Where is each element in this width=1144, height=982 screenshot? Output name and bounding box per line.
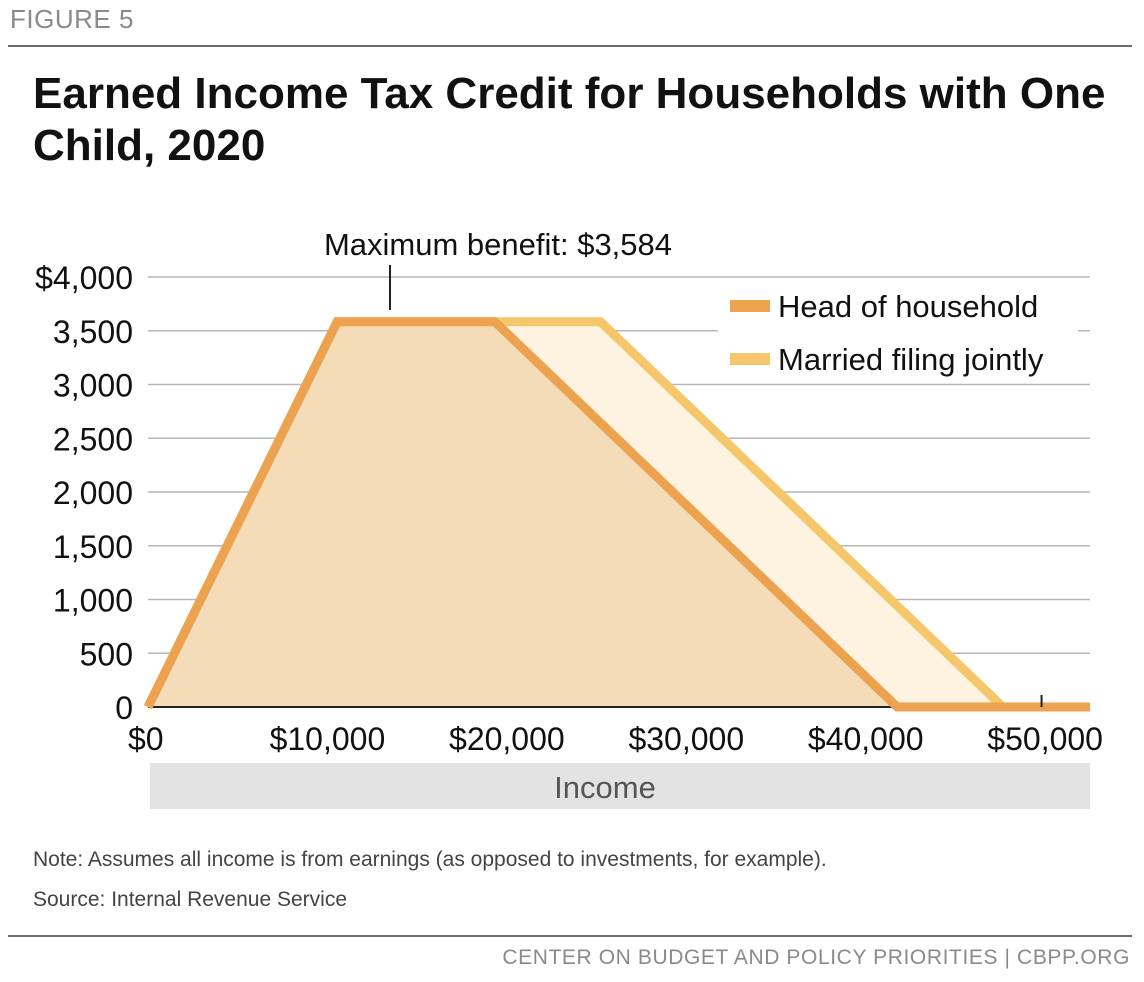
figure-label: FIGURE 5 (10, 4, 134, 34)
x-tick-label-50000: $50,000 (987, 721, 1103, 757)
eitc-line-chart: 0 500 1,000 1,500 2,000 2,500 3,000 3,500 $4,000… (35, 227, 1103, 809)
y-tick-label-0: 0 (115, 690, 133, 726)
y-tick-label-1500: 1,500 (53, 529, 133, 565)
x-tick-label-40000: $40,000 (808, 721, 924, 757)
y-tick-label-2000: 2,000 (53, 475, 133, 511)
footer-credit: CENTER ON BUDGET AND POLICY PRIORITIES |… (502, 946, 1130, 969)
chart-source: Source: Internal Revenue Service (33, 888, 348, 911)
y-tick-label-2500: 2,500 (53, 421, 133, 457)
x-tick-label-10000: $10,000 (270, 721, 386, 757)
y-tick-label-500: 500 (80, 636, 133, 672)
area-head-of-household (148, 321, 1090, 707)
chart-title: Earned Income Tax Credit for Households … (33, 69, 1106, 170)
legend-swatch-married-filing-jointly (730, 353, 770, 365)
legend: Head of household Married filing jointly (718, 283, 1078, 381)
y-tick-label-3000: 3,000 (53, 368, 133, 404)
bottom-divider (8, 935, 1132, 937)
legend-label-married-filing-jointly: Married filing jointly (778, 342, 1044, 377)
y-tick-label-1000: 1,000 (53, 583, 133, 619)
annotation-maximum-benefit: Maximum benefit: $3,584 (324, 227, 672, 262)
series-line-head-of-household (143, 317, 1090, 712)
x-axis-title-band (150, 763, 1090, 809)
legend-label-head-of-household: Head of household (778, 289, 1038, 324)
x-axis-title: Income (554, 770, 656, 805)
y-tick-label-4000: $4,000 (35, 260, 133, 296)
x-tick-label-0: $0 (128, 721, 164, 757)
x-tick-label-30000: $30,000 (628, 721, 744, 757)
x-tick-label-20000: $20,000 (449, 721, 565, 757)
chart-note: Note: Assumes all income is from earning… (33, 848, 827, 871)
legend-background (718, 283, 1078, 381)
y-tick-label-3500: 3,500 (53, 314, 133, 350)
legend-swatch-head-of-household (730, 300, 770, 312)
top-divider (8, 45, 1132, 47)
